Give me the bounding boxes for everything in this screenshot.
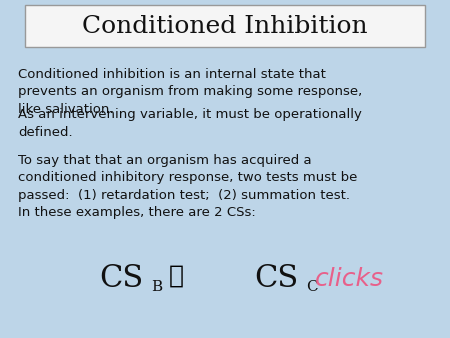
Text: CS: CS [99,263,143,294]
Text: Conditioned Inhibition: Conditioned Inhibition [82,15,368,38]
Text: To say that that an organism has acquired a
conditioned inhibitory response, two: To say that that an organism has acquire… [18,154,357,202]
FancyBboxPatch shape [25,5,425,47]
Text: 🎺: 🎺 [169,263,184,288]
Text: clicks: clicks [315,267,384,291]
Text: CS: CS [254,263,298,294]
Text: Conditioned inhibition is an internal state that
prevents an organism from makin: Conditioned inhibition is an internal st… [18,68,362,116]
Text: B: B [151,280,162,294]
Text: As an intervening variable, it must be operationally
defined.: As an intervening variable, it must be o… [18,108,362,139]
Text: In these examples, there are 2 CSs:: In these examples, there are 2 CSs: [18,206,256,219]
Text: C: C [306,280,318,294]
